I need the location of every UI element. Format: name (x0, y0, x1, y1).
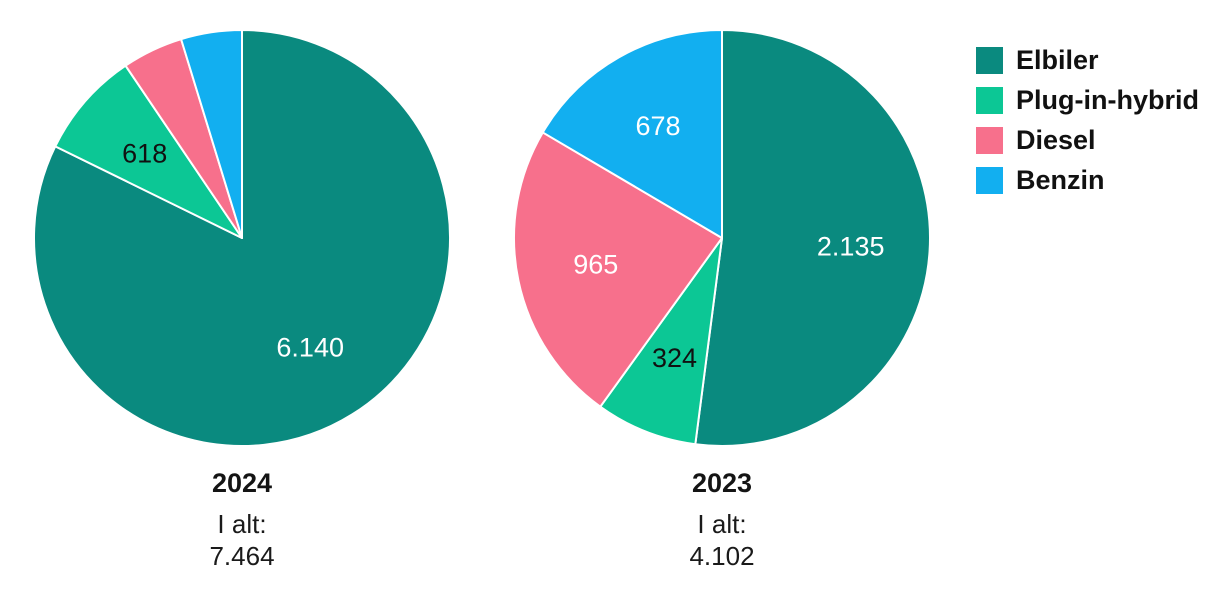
legend-swatch-elbiler (976, 47, 1003, 74)
slice-label: 6.140 (276, 332, 344, 362)
pie-slice-elbiler[interactable] (34, 30, 450, 446)
legend-label-diesel: Diesel (1016, 125, 1096, 155)
caption-2024: 2024 I alt: 7.464 (209, 466, 274, 572)
legend-swatch-benzin (976, 167, 1003, 194)
pie-slice-benzin[interactable] (541, 30, 723, 239)
pie-2023-total-value: 4.102 (689, 541, 755, 571)
pie-2024-title: 2024 (211, 468, 273, 498)
legend-swatch-plug-in-hybrid (976, 87, 1003, 114)
caption-2023: 2023 I alt: 4.102 (689, 466, 754, 572)
pie-slice-plug-in-hybrid[interactable] (599, 237, 723, 446)
legend-item-diesel[interactable]: Diesel (976, 126, 1199, 155)
pie-2024-total-value: 7.464 (209, 541, 275, 571)
slice-label: 965 (573, 250, 618, 280)
pie-slice-plug-in-hybrid[interactable] (54, 64, 243, 239)
legend-item-plug-in-hybrid[interactable]: Plug-in-hybrid (976, 86, 1199, 115)
legend-swatch-diesel (976, 127, 1003, 154)
legend-item-benzin[interactable]: Benzin (976, 166, 1199, 195)
slice-label: 618 (122, 138, 167, 168)
pie-slice-diesel[interactable] (514, 131, 723, 408)
legend-label-benzin: Benzin (1016, 165, 1105, 195)
legend-label-elbiler: Elbiler (1016, 45, 1099, 75)
legend-label-plug-in-hybrid: Plug-in-hybrid (1016, 85, 1199, 115)
pie-slice-elbiler[interactable] (694, 30, 930, 446)
slice-label: 2.135 (817, 231, 885, 261)
pie-2024-svg: 6.140 618 (34, 30, 450, 446)
legend: Elbiler Plug-in-hybrid Diesel Benzin (976, 46, 1199, 206)
pie-2023-svg: 2.135 324 965 678 (514, 30, 930, 446)
pie-2024-total-label: I alt: (217, 509, 267, 539)
pie-2023-title: 2023 (691, 468, 753, 498)
slice-label: 324 (652, 343, 697, 373)
legend-item-elbiler[interactable]: Elbiler (976, 46, 1199, 75)
pie-2023-total-label: I alt: (697, 509, 747, 539)
pie-slice-benzin[interactable] (180, 30, 243, 239)
slice-label: 678 (635, 111, 680, 141)
